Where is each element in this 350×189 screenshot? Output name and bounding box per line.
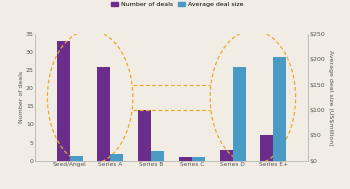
Bar	[151, 150, 164, 161]
Bar	[138, 110, 151, 161]
Bar	[192, 157, 205, 161]
Legend: Number of deals, Average deal size: Number of deals, Average deal size	[108, 0, 246, 9]
Y-axis label: Average deal size (US$million): Average deal size (US$million)	[328, 50, 333, 145]
Bar	[232, 67, 246, 161]
Bar	[97, 67, 111, 161]
Bar	[273, 57, 286, 161]
Bar	[219, 150, 232, 161]
Y-axis label: Number of deals: Number of deals	[19, 71, 25, 123]
Bar	[70, 156, 83, 161]
Bar	[57, 41, 70, 161]
Bar	[179, 157, 192, 161]
Bar	[260, 135, 273, 161]
Bar	[111, 154, 124, 161]
